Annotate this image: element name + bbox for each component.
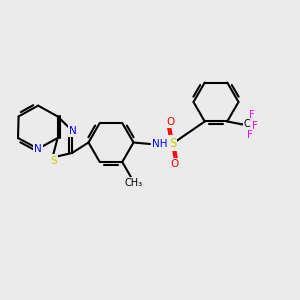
Text: S: S <box>51 155 57 166</box>
Text: NH: NH <box>152 139 168 149</box>
Text: F: F <box>252 121 258 131</box>
Text: C: C <box>244 118 251 129</box>
Text: N: N <box>69 125 76 136</box>
Text: S: S <box>169 136 176 150</box>
Text: CH₃: CH₃ <box>124 178 143 188</box>
Text: F: F <box>248 130 253 140</box>
Text: O: O <box>171 159 179 169</box>
Text: O: O <box>166 117 174 127</box>
Text: F: F <box>249 110 255 121</box>
Text: N: N <box>34 144 42 154</box>
